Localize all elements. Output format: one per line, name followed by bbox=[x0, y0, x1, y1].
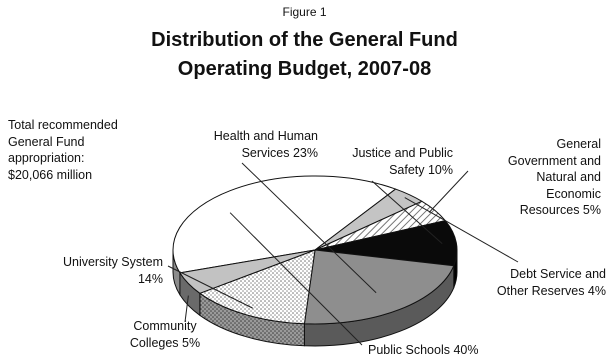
label-line: 14% bbox=[137, 271, 163, 286]
leader-community-colleges bbox=[184, 295, 189, 323]
label-public-schools: Public Schools 40% bbox=[368, 342, 478, 359]
label-line: Other Reserves 4% bbox=[496, 283, 606, 298]
label-line: Colleges 5% bbox=[129, 335, 201, 350]
label-general-government: General Government and Natural and Econo… bbox=[470, 136, 601, 219]
leader-university-system bbox=[167, 265, 253, 309]
label-line: Safety 10% bbox=[389, 162, 453, 177]
note-line: $20,066 million bbox=[8, 167, 93, 182]
leader-justice-and-public-safety bbox=[371, 180, 443, 244]
leader-health-and-human-services bbox=[241, 162, 377, 294]
slice-public-schools bbox=[172, 175, 397, 274]
label-line: Health and Human bbox=[213, 129, 318, 143]
note-line: Total recommended bbox=[8, 118, 118, 132]
slice-community-colleges bbox=[179, 249, 316, 294]
total-appropriation-note: Total recommended General Fund appropria… bbox=[8, 117, 118, 183]
label-line: Community bbox=[133, 319, 197, 333]
note-line: appropriation: bbox=[8, 151, 85, 165]
slice-health-and-human-services bbox=[303, 249, 455, 325]
chart-title-line-2: Operating Budget, 2007-08 bbox=[177, 58, 432, 80]
leader-general-government-and-natural-and-economic-resources bbox=[428, 170, 469, 213]
label-line: Justice and Public bbox=[352, 146, 453, 160]
chart-title-line-1: Distribution of the General Fund bbox=[151, 29, 458, 51]
label-university-system: University System 14% bbox=[20, 254, 163, 287]
label-line: Resources 5% bbox=[519, 203, 601, 217]
figure-number: Figure 1 bbox=[282, 5, 327, 19]
label-line: Government and bbox=[507, 153, 601, 168]
label-line: University System bbox=[62, 255, 163, 269]
label-line: Public Schools 40% bbox=[368, 343, 479, 357]
label-justice-public-safety: Justice and Public Safety 10% bbox=[316, 145, 453, 178]
label-community-colleges: Community Colleges 5% bbox=[112, 318, 218, 351]
label-health-human-services: Health and Human Services 23% bbox=[178, 128, 318, 161]
label-line: Debt Service and bbox=[510, 267, 606, 281]
note-line: General Fund bbox=[8, 134, 85, 149]
label-line: Natural and bbox=[536, 170, 601, 184]
label-debt-service: Debt Service and Other Reserves 4% bbox=[468, 266, 606, 299]
label-line: Economic bbox=[546, 186, 601, 201]
leader-debt-service-and-other-reserves bbox=[404, 197, 519, 263]
leader-lines bbox=[167, 162, 519, 346]
label-line: General bbox=[556, 137, 601, 151]
label-line: Services 23% bbox=[241, 145, 318, 160]
leader-public-schools bbox=[229, 212, 363, 346]
pie-slices bbox=[172, 175, 458, 325]
